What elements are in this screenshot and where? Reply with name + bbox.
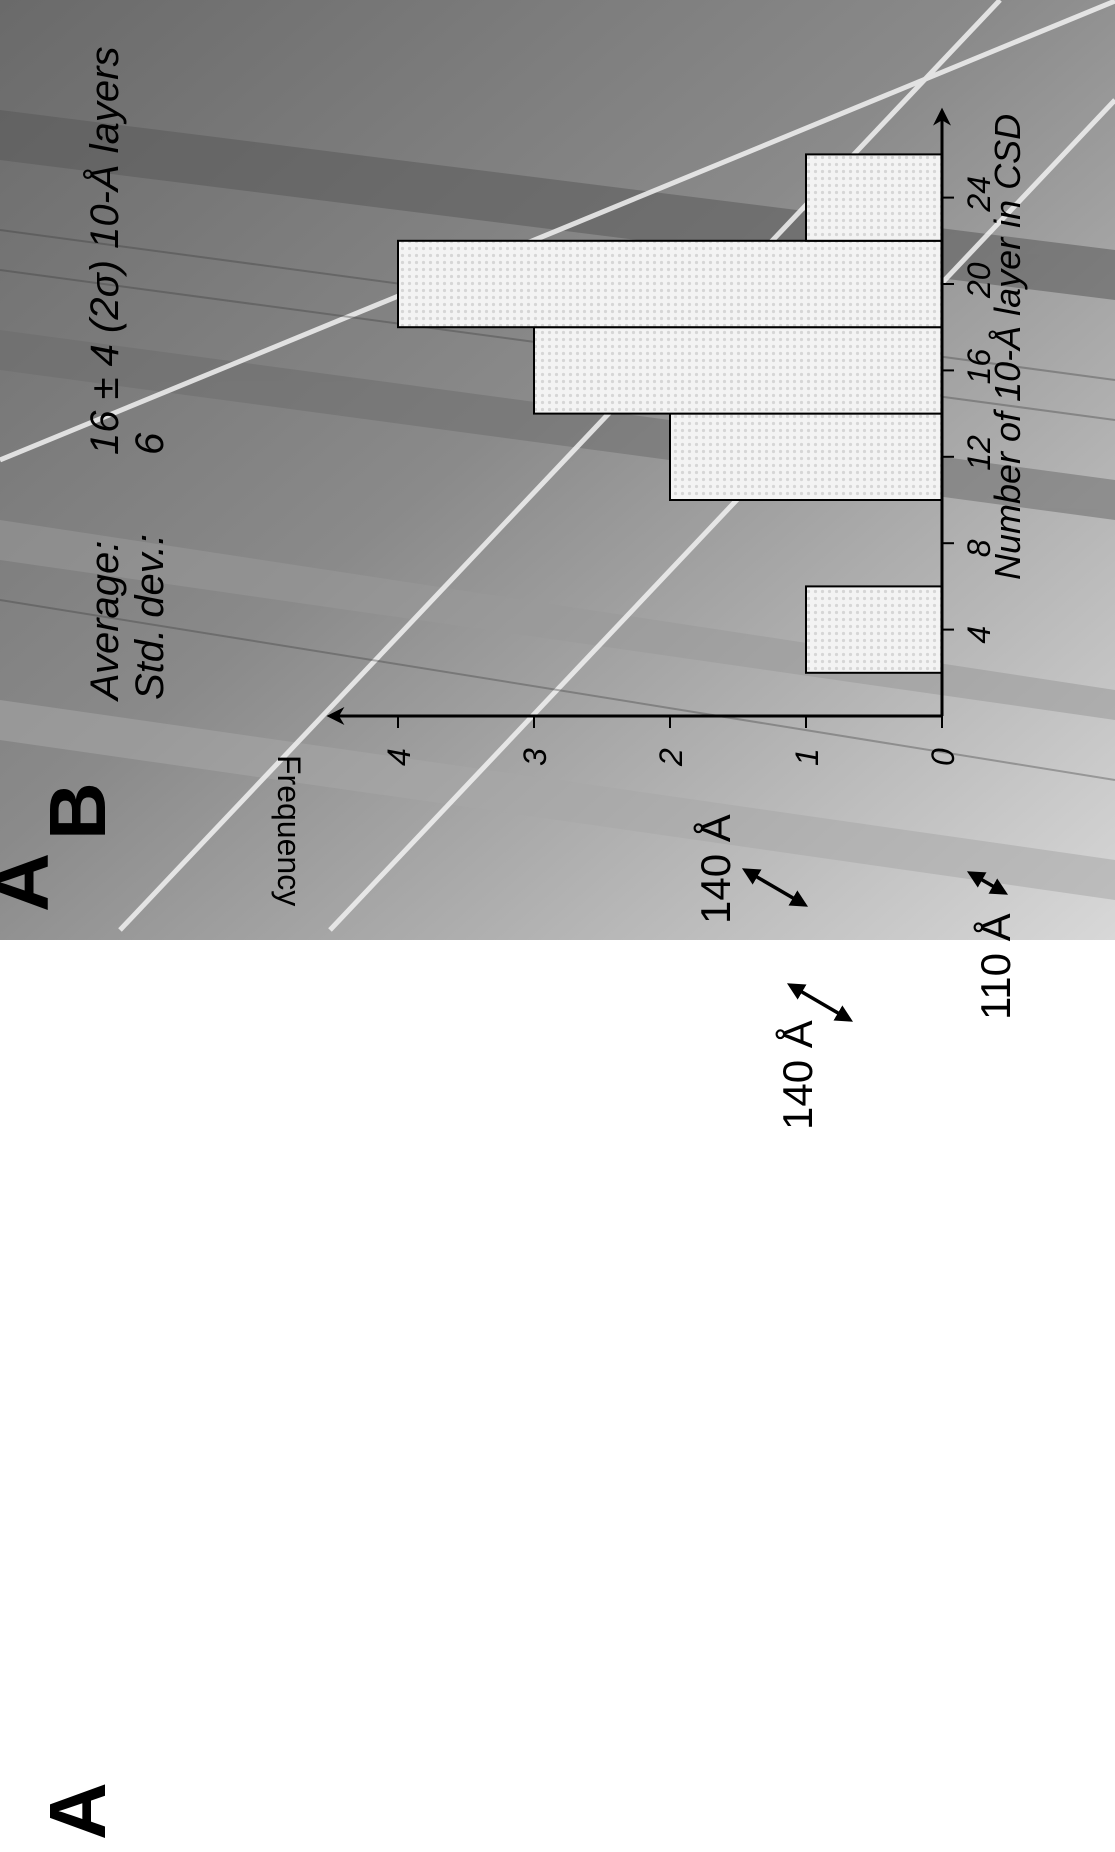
arrow-160 [486,1093,574,1142]
panel-b-label: B [33,782,122,840]
y-tick-label-2: 2 [653,748,689,767]
histogram-bar-2 [533,326,943,415]
x-tick-label-2: 12 [961,435,997,471]
arrow-140-lower [786,983,854,1022]
annotation-160: 160 Å [484,958,531,1068]
x-tick-label-4: 20 [961,262,997,299]
arrow-230 [112,1158,203,1217]
x-tick-label-0: 4 [961,626,997,644]
tem-micrograph [0,0,1115,940]
y-axis-label: Frequency [271,755,307,906]
x-axis-label: Number of 10-Å layer in CSD [987,114,1028,580]
annotation-110: 110 Å [972,913,1019,1020]
arrow-240 [307,1028,453,1117]
stats-block: Average: 16 ± 4 (2σ) 10-Å layers Std. de… [82,47,172,702]
stddev-value: 6 [128,432,172,455]
x-tick-label-5: 24 [961,176,997,213]
x-tick-label-1: 8 [961,539,997,557]
stddev-label: Std. dev.: [128,534,172,700]
histogram-bar-3 [397,239,943,329]
annotation-140-upper: 140 Å [692,814,739,924]
y-tick-label-0: 0 [925,748,961,766]
histogram-bar-4 [805,153,943,242]
measurement-arrows [112,868,1009,1217]
panel-a-letter: A [33,1782,122,1840]
histogram-bar-0 [805,585,943,674]
annotation-240: 240 Å [334,948,381,1058]
x-tick-label-3: 16 [961,349,997,385]
measurement-labels: 230 Å 240 Å 160 Å 140 Å 140 Å 110 Å [134,814,1019,1158]
annotation-140-lower: 140 Å [774,1020,821,1130]
panel-b: B Average: 16 ± 4 (2σ) 10-Å layers Std. … [33,47,1028,907]
annotation-230: 230 Å [134,1048,181,1158]
y-tick-label-3: 3 [517,748,553,766]
arrow-140-upper [741,868,809,907]
y-tick-label-1: 1 [789,748,825,766]
histogram-bar-1 [669,412,943,502]
y-tick-label-4: 4 [381,748,417,766]
arrow-110 [966,871,1009,895]
panel-a-label: A [0,853,66,912]
average-label: Average: [83,541,127,702]
average-value: 16 ± 4 (2σ) 10-Å layers [82,47,127,455]
